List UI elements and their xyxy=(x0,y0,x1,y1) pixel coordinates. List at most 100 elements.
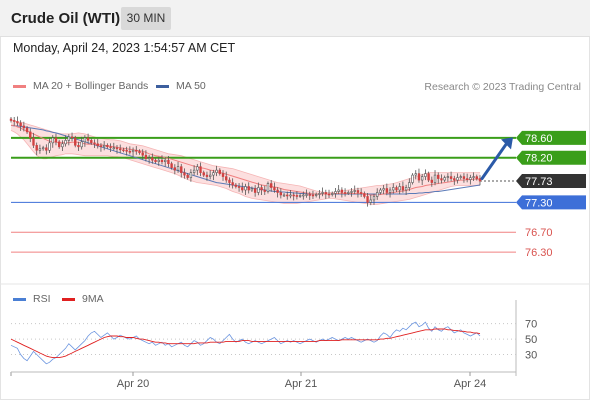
candle-body xyxy=(276,189,279,193)
candle-body xyxy=(385,188,389,193)
candle-body xyxy=(64,140,67,145)
candle-body xyxy=(359,192,363,194)
candle-body xyxy=(314,194,318,196)
candle-body xyxy=(273,187,276,191)
candle-body xyxy=(327,193,331,196)
candle-body xyxy=(141,152,144,156)
candle-body xyxy=(41,147,45,150)
candle-body xyxy=(192,169,196,173)
candle-body xyxy=(343,192,347,194)
candle-body xyxy=(440,178,443,181)
candle-body xyxy=(183,172,186,176)
candle-body xyxy=(318,193,321,195)
candle-body xyxy=(443,177,446,181)
candle-body xyxy=(135,149,138,152)
candle-body xyxy=(170,163,173,168)
candle-body xyxy=(392,187,395,191)
candle-body xyxy=(324,192,327,195)
candle-body xyxy=(231,182,234,186)
candle-body xyxy=(411,174,414,183)
candle-body xyxy=(147,157,151,160)
candle-body xyxy=(376,192,379,197)
legend-label-ma50: MA 50 xyxy=(176,80,206,92)
candle-body xyxy=(382,188,385,191)
candle-body xyxy=(93,142,96,145)
level-label-76.70: 76.70 xyxy=(525,227,553,239)
candle-body xyxy=(173,167,177,171)
candle-body xyxy=(437,174,440,179)
candle-body xyxy=(363,193,366,197)
candle-body xyxy=(131,149,135,153)
candle-body xyxy=(356,190,360,193)
candle-body xyxy=(430,179,433,183)
candle-body xyxy=(25,127,29,133)
header-bar: Crude Oil (WTI) 30 MIN xyxy=(0,0,590,37)
candle-body xyxy=(260,187,263,191)
candle-body xyxy=(311,194,315,197)
candle-body xyxy=(48,142,51,151)
candle-body xyxy=(205,174,209,177)
candle-body xyxy=(186,174,189,178)
legend-ma50: MA 50 xyxy=(156,80,206,92)
candle-body xyxy=(244,186,247,191)
candle-body xyxy=(225,176,228,181)
candle-body xyxy=(372,196,376,201)
candle-body xyxy=(420,176,424,181)
candle-body xyxy=(74,137,77,146)
candle-body xyxy=(125,149,128,152)
candle-body xyxy=(80,141,83,148)
candle-body xyxy=(151,157,154,161)
candle-body xyxy=(234,184,238,187)
candle-body xyxy=(340,189,344,193)
candle-body xyxy=(334,191,337,194)
candle-body xyxy=(331,193,334,195)
level-tag-78.60 xyxy=(516,130,586,145)
candle-body xyxy=(160,159,164,162)
candle-body xyxy=(469,177,472,180)
candle-body xyxy=(16,121,19,124)
candle-body xyxy=(90,140,93,144)
candle-body xyxy=(237,186,241,188)
candle-body xyxy=(353,190,356,192)
legend-label-rsi: RSI xyxy=(33,293,51,305)
candle-body xyxy=(96,143,99,147)
bollinger-lower xyxy=(10,130,480,205)
candle-body xyxy=(286,194,289,197)
candle-body xyxy=(164,159,167,162)
candle-body xyxy=(408,182,411,188)
level-label-76.30: 76.30 xyxy=(525,247,553,259)
candle-body xyxy=(199,166,202,173)
candle-body xyxy=(215,169,218,173)
candle-body xyxy=(9,118,13,121)
candle-body xyxy=(250,188,254,191)
candle-body xyxy=(321,192,324,194)
candle-body xyxy=(221,173,225,177)
candle-body xyxy=(54,137,58,143)
interval-badge[interactable]: 30 MIN xyxy=(121,7,171,30)
candle-body xyxy=(282,194,286,197)
candle-body xyxy=(424,173,427,177)
level-tag-77.30 xyxy=(516,195,586,210)
candle-body xyxy=(61,143,64,148)
candle-body xyxy=(247,186,250,191)
candle-body xyxy=(395,187,398,191)
candle-body xyxy=(433,174,437,183)
candle-body xyxy=(298,195,302,197)
legend-9ma: 9MA xyxy=(62,293,104,305)
candle-body xyxy=(128,150,132,153)
candle-body xyxy=(369,199,372,203)
candle-body xyxy=(115,147,119,150)
legend-label-ma20: MA 20 + Bollinger Bands xyxy=(33,80,149,92)
candle-body xyxy=(350,191,353,193)
legend-label-9ma: 9MA xyxy=(82,293,104,305)
candle-body xyxy=(308,194,311,196)
rsi-tick-50: 50 xyxy=(525,334,537,346)
candle-body xyxy=(398,186,401,191)
candle-body xyxy=(289,194,292,197)
candle-body xyxy=(77,145,80,148)
candle-body xyxy=(228,179,231,183)
candle-body xyxy=(22,125,26,129)
candle-body xyxy=(337,189,340,192)
candle-body xyxy=(388,189,392,193)
